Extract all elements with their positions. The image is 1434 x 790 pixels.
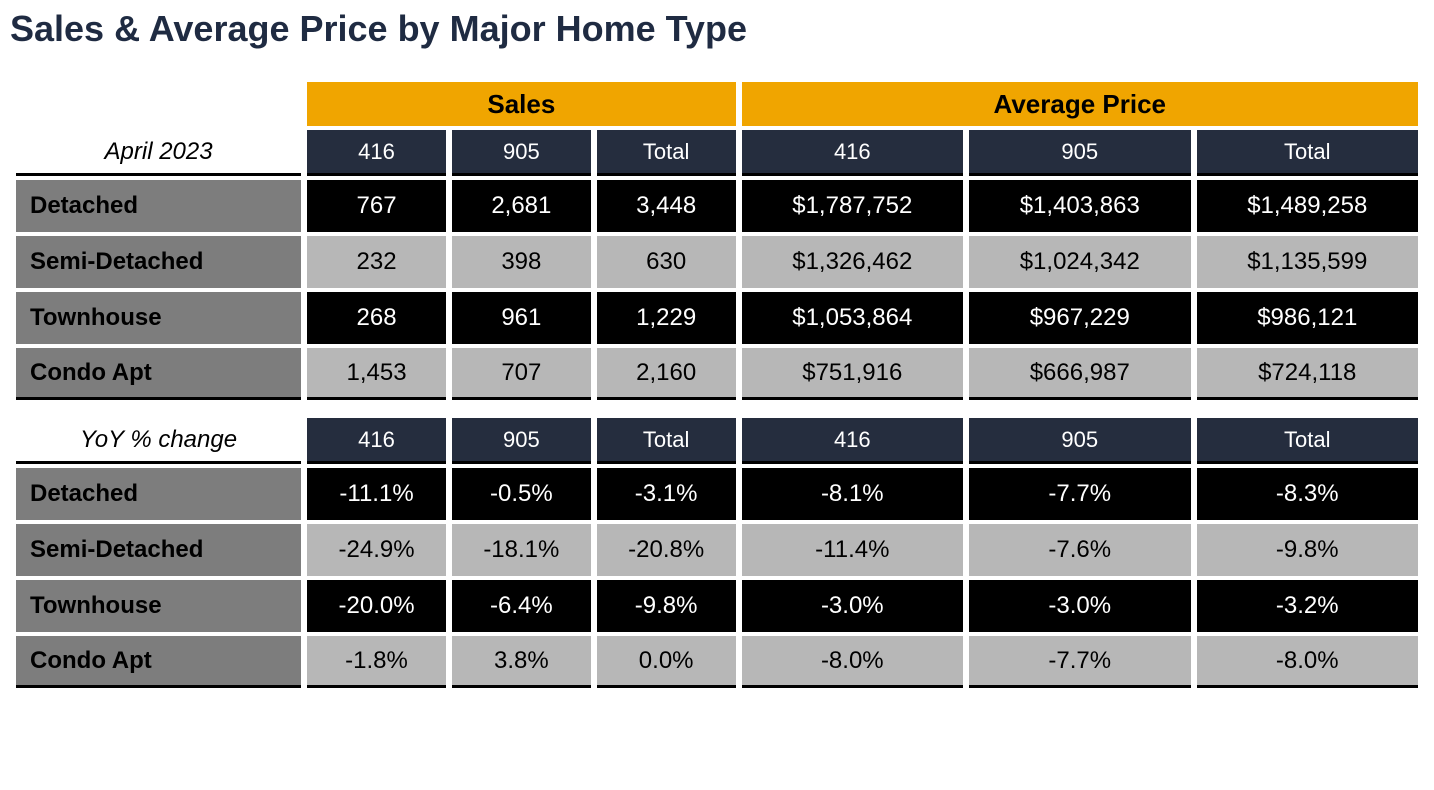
data-cell: -8.1% xyxy=(742,468,963,520)
data-cell: -20.8% xyxy=(597,524,736,576)
data-cell: $1,489,258 xyxy=(1197,180,1419,232)
row-label: Condo Apt xyxy=(16,636,301,688)
data-cell: 3.8% xyxy=(452,636,591,688)
data-cell: -18.1% xyxy=(452,524,591,576)
col-header: 416 xyxy=(307,130,446,176)
data-cell: -8.3% xyxy=(1197,468,1419,520)
col-header: Total xyxy=(597,130,736,176)
row-label: Semi-Detached xyxy=(16,524,301,576)
table-row: Condo Apt -1.8% 3.8% 0.0% -8.0% -7.7% -8… xyxy=(16,636,1418,688)
table-container: Sales & Average Price by Major Home Type… xyxy=(0,0,1434,692)
table-row: Semi-Detached 232 398 630 $1,326,462 $1,… xyxy=(16,236,1418,288)
data-cell: -0.5% xyxy=(452,468,591,520)
data-cell: $666,987 xyxy=(969,348,1190,400)
data-cell: $1,403,863 xyxy=(969,180,1190,232)
data-cell: -11.1% xyxy=(307,468,446,520)
data-cell: $986,121 xyxy=(1197,292,1419,344)
data-cell: -3.1% xyxy=(597,468,736,520)
table-row: Townhouse 268 961 1,229 $1,053,864 $967,… xyxy=(16,292,1418,344)
group-header-price: Average Price xyxy=(742,82,1418,126)
table-row: Condo Apt 1,453 707 2,160 $751,916 $666,… xyxy=(16,348,1418,400)
data-cell: -7.7% xyxy=(969,636,1190,688)
data-cell: 3,448 xyxy=(597,180,736,232)
data-cell: -6.4% xyxy=(452,580,591,632)
col-header: Total xyxy=(1197,130,1419,176)
data-cell: $1,787,752 xyxy=(742,180,963,232)
section-header-row: April 2023 416 905 Total 416 905 Total xyxy=(16,130,1418,176)
data-cell: -8.0% xyxy=(1197,636,1419,688)
col-header: Total xyxy=(1197,418,1419,464)
data-cell: $751,916 xyxy=(742,348,963,400)
data-cell: 0.0% xyxy=(597,636,736,688)
data-cell: 268 xyxy=(307,292,446,344)
data-cell: 2,681 xyxy=(452,180,591,232)
section-label: April 2023 xyxy=(16,130,301,176)
data-cell: 961 xyxy=(452,292,591,344)
row-label: Condo Apt xyxy=(16,348,301,400)
data-cell: $1,135,599 xyxy=(1197,236,1419,288)
data-cell: 1,229 xyxy=(597,292,736,344)
data-cell: -3.0% xyxy=(742,580,963,632)
group-header-sales: Sales xyxy=(307,82,735,126)
col-header: 905 xyxy=(452,130,591,176)
col-header: 905 xyxy=(969,130,1190,176)
row-label: Townhouse xyxy=(16,580,301,632)
col-header: 416 xyxy=(307,418,446,464)
data-cell: -1.8% xyxy=(307,636,446,688)
corner-empty xyxy=(16,82,301,126)
data-cell: 767 xyxy=(307,180,446,232)
data-cell: -9.8% xyxy=(1197,524,1419,576)
col-header: Total xyxy=(597,418,736,464)
data-cell: $1,024,342 xyxy=(969,236,1190,288)
data-cell: -7.7% xyxy=(969,468,1190,520)
table-row: Townhouse -20.0% -6.4% -9.8% -3.0% -3.0%… xyxy=(16,580,1418,632)
data-cell: $1,326,462 xyxy=(742,236,963,288)
col-header: 905 xyxy=(969,418,1190,464)
sales-price-table: Sales Average Price April 2023 416 905 T… xyxy=(10,78,1424,692)
group-header-row: Sales Average Price xyxy=(16,82,1418,126)
row-label: Townhouse xyxy=(16,292,301,344)
data-cell: -24.9% xyxy=(307,524,446,576)
data-cell: -20.0% xyxy=(307,580,446,632)
data-cell: -3.0% xyxy=(969,580,1190,632)
table-row: Detached 767 2,681 3,448 $1,787,752 $1,4… xyxy=(16,180,1418,232)
table-row: Semi-Detached -24.9% -18.1% -20.8% -11.4… xyxy=(16,524,1418,576)
data-cell: $967,229 xyxy=(969,292,1190,344)
table-row: Detached -11.1% -0.5% -3.1% -8.1% -7.7% … xyxy=(16,468,1418,520)
data-cell: $724,118 xyxy=(1197,348,1419,400)
col-header: 416 xyxy=(742,130,963,176)
data-cell: 630 xyxy=(597,236,736,288)
data-cell: 1,453 xyxy=(307,348,446,400)
section-header-row: YoY % change 416 905 Total 416 905 Total xyxy=(16,418,1418,464)
data-cell: $1,053,864 xyxy=(742,292,963,344)
section-label: YoY % change xyxy=(16,418,301,464)
data-cell: -3.2% xyxy=(1197,580,1419,632)
data-cell: 232 xyxy=(307,236,446,288)
spacer-row xyxy=(16,404,1418,414)
data-cell: 707 xyxy=(452,348,591,400)
data-cell: -9.8% xyxy=(597,580,736,632)
data-cell: 2,160 xyxy=(597,348,736,400)
data-cell: 398 xyxy=(452,236,591,288)
row-label: Detached xyxy=(16,468,301,520)
data-cell: -11.4% xyxy=(742,524,963,576)
page-title: Sales & Average Price by Major Home Type xyxy=(10,8,1434,50)
col-header: 416 xyxy=(742,418,963,464)
col-header: 905 xyxy=(452,418,591,464)
row-label: Detached xyxy=(16,180,301,232)
data-cell: -8.0% xyxy=(742,636,963,688)
row-label: Semi-Detached xyxy=(16,236,301,288)
data-cell: -7.6% xyxy=(969,524,1190,576)
